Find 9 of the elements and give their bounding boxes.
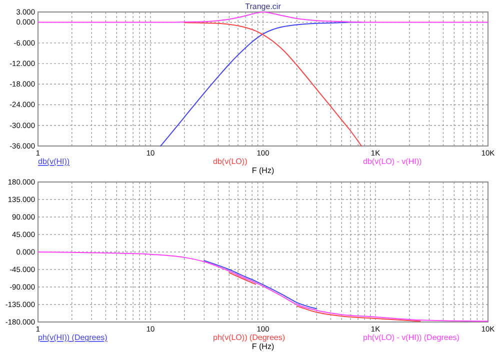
series-label: ph(v(LO) - v(HI)) (Degrees) — [363, 333, 460, 342]
text: db(v(HI)) — [38, 157, 70, 166]
text: db(v(LO) - v(HI)) — [363, 157, 422, 166]
text: db(v(LO)) — [213, 157, 248, 166]
text: ph(v(HI)) (Degrees) — [38, 333, 108, 342]
x-axis-title: F (Hz) — [252, 342, 274, 351]
text: ph(v(LO)) (Degrees) — [213, 333, 286, 342]
chart-title: Trange.cir — [245, 2, 282, 11]
x-axis-title: F (Hz) — [252, 166, 274, 175]
